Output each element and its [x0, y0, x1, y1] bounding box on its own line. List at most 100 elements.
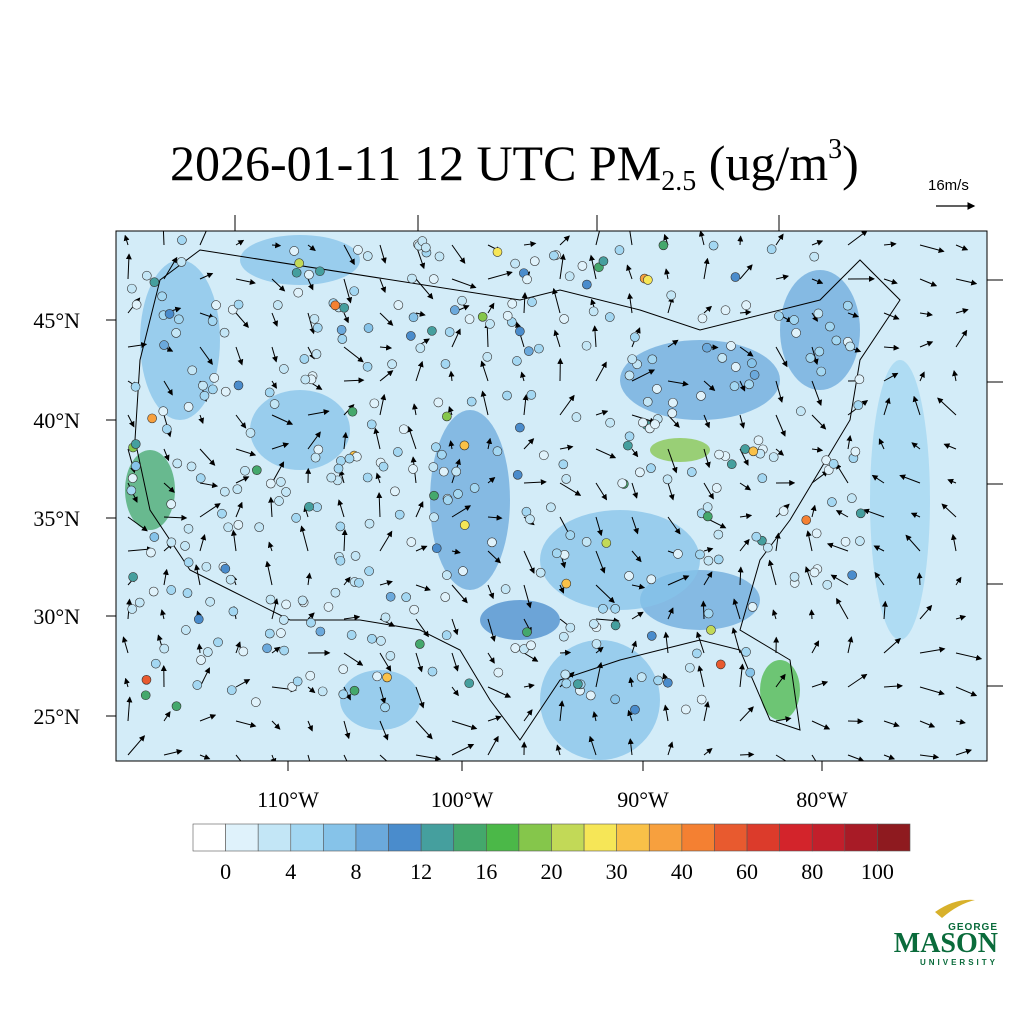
- site: [311, 349, 322, 359]
- wind-arrow: [955, 686, 978, 697]
- wind-arrow: [487, 584, 495, 600]
- site: [336, 325, 347, 335]
- site: [164, 309, 175, 319]
- site: [703, 608, 714, 619]
- wind-arrow: [271, 242, 282, 249]
- site: [291, 267, 302, 278]
- wind-arrow: [271, 278, 286, 292]
- wind-arrow: [805, 530, 813, 552]
- wind-arrow: [700, 600, 707, 620]
- wind-arrow: [667, 607, 674, 620]
- wind-arrow: [811, 278, 824, 285]
- site: [390, 486, 400, 497]
- wind-arrow: [910, 512, 921, 519]
- site: [814, 346, 825, 357]
- site: [264, 628, 275, 639]
- site: [317, 686, 328, 697]
- wind-arrow: [415, 686, 425, 709]
- colorbar-swatch: [355, 823, 389, 852]
- site: [127, 283, 137, 294]
- wind-arrow: [595, 482, 608, 501]
- colorbar-swatch: [388, 823, 422, 852]
- wind-arrow: [235, 448, 257, 457]
- wind-arrow: [912, 395, 921, 416]
- site: [162, 424, 172, 434]
- wind-arrow: [595, 661, 603, 688]
- site: [300, 374, 311, 385]
- wind-arrow: [919, 720, 936, 728]
- site: [730, 272, 741, 282]
- site: [561, 578, 572, 589]
- wind-arrow: [265, 560, 273, 586]
- site: [673, 549, 683, 559]
- wind-arrow: [520, 371, 526, 382]
- site: [487, 537, 497, 548]
- wind-arrow: [775, 274, 790, 281]
- wind-arrow: [451, 652, 459, 672]
- site: [526, 640, 536, 651]
- wind-arrow: [379, 686, 387, 705]
- wind-arrow: [667, 448, 678, 474]
- wind-arrow: [127, 735, 146, 756]
- site: [192, 680, 203, 690]
- site: [854, 374, 865, 385]
- latitude-label: 45°N: [33, 308, 80, 333]
- wind-arrow: [955, 278, 978, 286]
- site: [146, 547, 156, 558]
- site: [213, 637, 223, 648]
- wind-arrow: [487, 618, 496, 642]
- site: [571, 412, 582, 422]
- wind-arrow: [731, 627, 741, 654]
- wind-arrow: [523, 709, 533, 722]
- colorbar-swatch: [257, 823, 292, 852]
- site: [315, 266, 325, 277]
- site: [763, 542, 773, 553]
- site: [801, 515, 812, 525]
- site: [855, 536, 865, 546]
- wind-arrow: [863, 508, 885, 518]
- site: [726, 459, 737, 470]
- wind-arrow: [235, 476, 250, 484]
- reference-vector-label: 16m/s: [928, 177, 969, 194]
- wind-arrow: [451, 743, 475, 756]
- colorbar-swatch: [648, 823, 683, 852]
- wind-arrow: [883, 397, 891, 416]
- site: [464, 314, 475, 324]
- site: [186, 461, 197, 472]
- site: [624, 431, 635, 442]
- site: [441, 630, 452, 641]
- site: [469, 483, 480, 493]
- wind-arrow: [941, 503, 957, 518]
- wind-arrow: [379, 370, 394, 382]
- site: [713, 529, 724, 540]
- wind-arrow: [739, 513, 753, 520]
- wind-arrow: [235, 346, 244, 366]
- colorbar-label: 4: [285, 859, 296, 884]
- wind-arrow: [919, 341, 934, 348]
- wind-arrow: [703, 547, 714, 553]
- wind-arrow: [950, 533, 957, 552]
- site: [304, 269, 314, 280]
- site: [643, 275, 653, 285]
- wind-arrow: [379, 754, 388, 761]
- site: [429, 512, 439, 523]
- wind-arrow: [811, 446, 824, 453]
- site: [199, 390, 210, 401]
- latitude-label: 40°N: [33, 408, 80, 433]
- site: [729, 381, 740, 392]
- site: [294, 258, 304, 269]
- site: [529, 256, 540, 266]
- wind-arrow: [698, 231, 705, 246]
- wind-arrow: [523, 550, 535, 574]
- colorbar-swatch: [323, 823, 357, 852]
- site: [385, 651, 396, 661]
- observation-sites: [126, 235, 866, 715]
- site: [789, 571, 800, 582]
- site: [387, 359, 397, 369]
- colorbar-label: 30: [606, 859, 628, 884]
- site: [561, 474, 572, 484]
- wind-arrow: [703, 571, 713, 586]
- site: [443, 495, 453, 505]
- site: [354, 577, 364, 588]
- field-patch: [540, 510, 700, 610]
